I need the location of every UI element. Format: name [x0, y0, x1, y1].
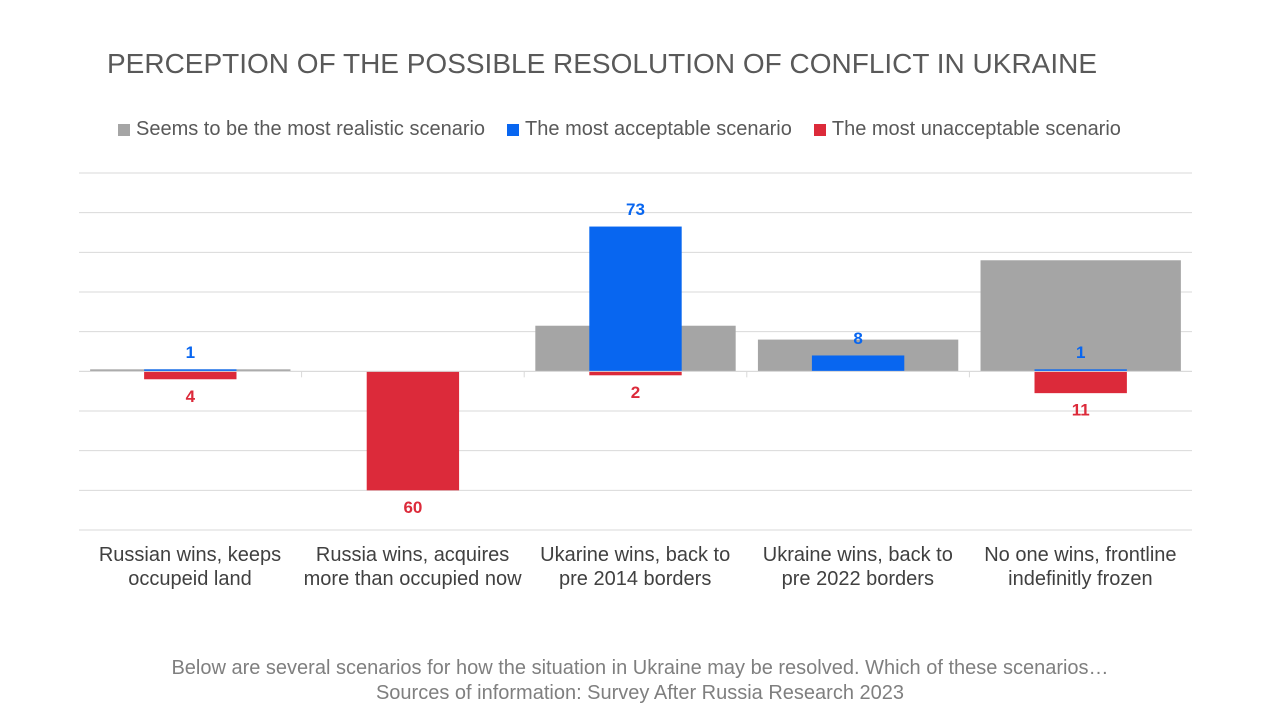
- bar: [811, 355, 905, 372]
- legend-item: The most acceptable scenario: [507, 118, 792, 141]
- data-label: 60: [403, 498, 422, 517]
- legend-item: The most unacceptable scenario: [813, 118, 1121, 141]
- legend-label: Seems to be the most realistic scenario: [136, 118, 486, 140]
- data-label: 73: [626, 200, 645, 219]
- bar: [144, 371, 237, 380]
- data-label: 1: [186, 343, 195, 362]
- note: Sources of information: Survey After Rus…: [375, 682, 905, 704]
- chart-title: PERCEPTION OF THE POSSIBLE RESOLUTION OF…: [107, 48, 1098, 79]
- x-tick-label: No one wins, frontline indefinitly froze…: [984, 544, 1177, 590]
- legend-item: Seems to be the most realistic scenario: [118, 118, 485, 141]
- legend-swatch: [813, 123, 826, 136]
- bar: [980, 260, 1181, 372]
- x-tick-label: Ukraine wins, back to pre 2022 borders: [762, 544, 953, 590]
- legend-swatch: [507, 123, 520, 136]
- data-label: 8: [853, 329, 862, 348]
- x-tick-label: Russia wins, acquires more than occupied…: [303, 544, 522, 590]
- data-label: 11: [1072, 401, 1090, 420]
- legend: Seems to be the most realistic scenario T…: [118, 118, 1121, 141]
- data-label: 4: [186, 387, 196, 406]
- x-tick-label: Russian wins, keeps occupeid land: [98, 544, 282, 590]
- bar: [1034, 369, 1127, 372]
- legend-label: The most unacceptable scenario: [831, 118, 1121, 140]
- bar: [366, 371, 460, 491]
- bar: [1034, 371, 1127, 394]
- legend-swatch: [118, 123, 130, 136]
- bar: [589, 226, 682, 372]
- legend-label: The most acceptable scenario: [525, 118, 792, 140]
- x-tick-label: Ukarine wins, back to pre 2014 borders: [540, 544, 731, 590]
- bar: [144, 369, 237, 372]
- note: Below are several scenarios for how the …: [171, 657, 1109, 679]
- bar: [589, 371, 682, 376]
- data-label: 1: [1076, 343, 1085, 362]
- data-label: 2: [631, 383, 640, 402]
